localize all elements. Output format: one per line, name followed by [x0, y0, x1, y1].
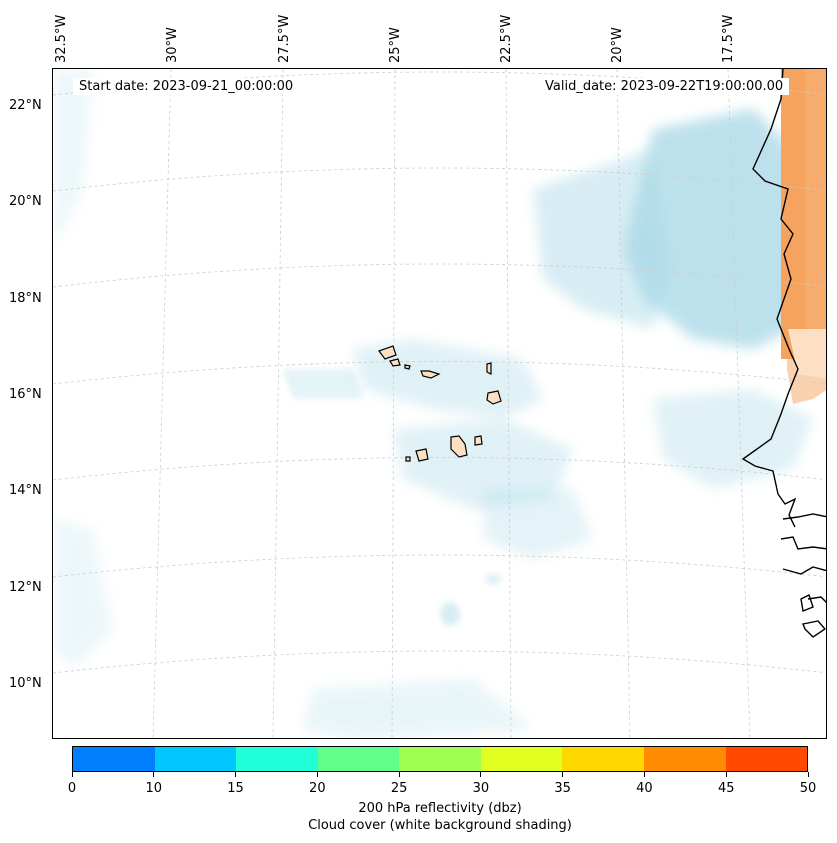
colorbar-segment	[725, 747, 808, 771]
lat-label-12n: 12°N	[9, 580, 42, 595]
coastline	[741, 69, 826, 638]
lon-label-27-5w: 27.5°W	[277, 14, 292, 63]
colorbar-segment	[154, 747, 237, 771]
colorbar-segment	[562, 747, 644, 771]
lon-label-20w: 20°W	[610, 27, 625, 63]
colorbar-tick-label: 25	[390, 781, 408, 796]
map-canvas	[53, 69, 826, 738]
colorbar-tick	[562, 772, 564, 777]
colorbar-tick-label: 45	[717, 781, 735, 796]
colorbar-segment	[643, 747, 726, 771]
colorbar-tick	[807, 772, 809, 777]
west-africa-land	[781, 69, 826, 404]
valid-date-label: Valid_date: 2023-09-22T19:00:00.00	[539, 78, 790, 95]
lat-label-10n: 10°N	[9, 676, 42, 691]
colorbar-tick	[725, 772, 727, 777]
colorbar-label-line1: 200 hPa reflectivity (dbz)	[358, 801, 522, 816]
colorbar-tick	[316, 772, 318, 777]
lon-label-22-5w: 22.5°W	[499, 14, 514, 63]
colorbar-tick	[643, 772, 645, 777]
cloud-cover-shading	[53, 69, 813, 738]
lon-label-25w: 25°W	[388, 27, 403, 63]
colorbar-label-line2: Cloud cover (white background shading)	[308, 818, 572, 833]
colorbar-tick-label: 30	[472, 781, 490, 796]
colorbar-tick	[480, 772, 482, 777]
colorbar-tick-label: 40	[636, 781, 653, 796]
colorbar-tick-label: 35	[554, 781, 571, 796]
lat-label-16n: 16°N	[9, 387, 42, 402]
colorbar-tick-label: 0	[67, 781, 77, 796]
colorbar-tick	[71, 772, 73, 777]
cape-verde-islands	[378, 345, 502, 462]
lon-label-17-5w: 17.5°W	[721, 14, 736, 63]
map-panel: Start date: 2023-09-21_00:00:00 Valid_da…	[52, 68, 827, 739]
colorbar-tick-label: 10	[145, 781, 163, 796]
colorbar-segment	[73, 747, 155, 771]
colorbar-tick-label: 20	[309, 781, 326, 796]
colorbar-tick-label: 15	[227, 781, 244, 796]
colorbar-segment	[480, 747, 563, 771]
gridlines	[53, 69, 826, 738]
lat-label-20n: 20°N	[9, 194, 42, 209]
lon-label-30w: 30°W	[165, 27, 180, 63]
lat-label-22n: 22°N	[9, 98, 42, 113]
colorbar-tick	[398, 772, 400, 777]
colorbar-segment	[399, 747, 481, 771]
lat-label-14n: 14°N	[9, 483, 42, 498]
colorbar-tick	[235, 772, 237, 777]
lat-label-18n: 18°N	[9, 291, 42, 306]
colorbar-segment	[317, 747, 400, 771]
colorbar-segment	[236, 747, 318, 771]
colorbar-tick	[153, 772, 155, 777]
lon-label-32-5w: 32.5°W	[54, 14, 69, 63]
colorbar	[72, 746, 808, 772]
start-date-label: Start date: 2023-09-21_00:00:00	[73, 78, 300, 95]
colorbar-tick-label: 50	[799, 781, 817, 796]
